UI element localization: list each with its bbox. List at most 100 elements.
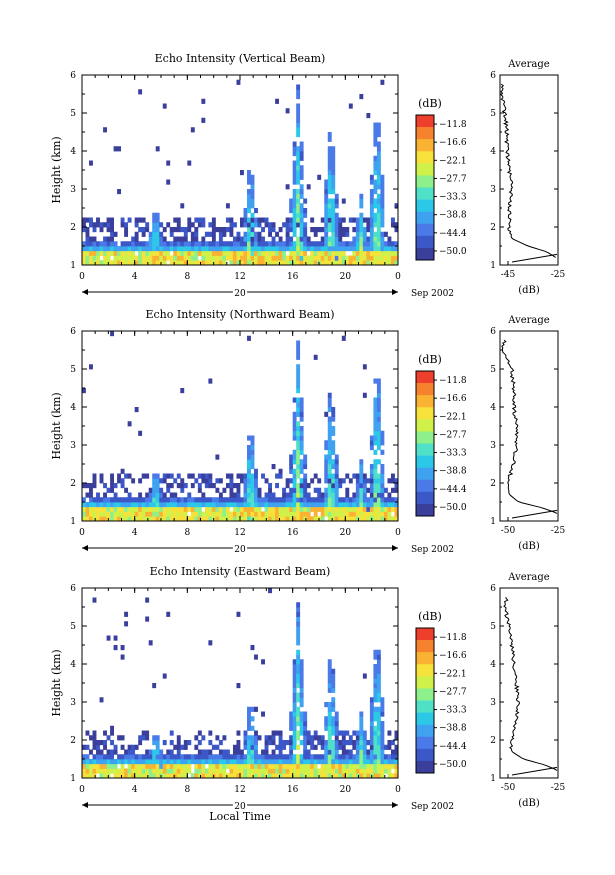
heatmap-cell xyxy=(331,740,336,746)
heatmap-cell xyxy=(380,768,385,774)
heatmap-cell xyxy=(96,502,100,508)
heatmap-cell xyxy=(155,511,160,517)
heatmap-cell xyxy=(383,255,388,261)
heatmap-cell xyxy=(373,416,378,422)
heatmap-cell xyxy=(285,227,290,233)
heatmap-cell xyxy=(176,763,181,769)
heatmap-cell xyxy=(380,241,385,247)
heatmap-cell xyxy=(324,506,329,512)
heatmap-cell xyxy=(359,735,364,741)
heatmap-cell xyxy=(376,659,381,665)
heatmap-cell xyxy=(292,678,297,684)
heatmap-cell xyxy=(110,483,114,489)
heatmap-cell xyxy=(82,502,86,508)
average-title: Average xyxy=(507,315,550,326)
heatmap-cell xyxy=(376,198,381,204)
heatmap-cell xyxy=(211,236,216,242)
heatmap-cell xyxy=(394,478,399,484)
heatmap-cell xyxy=(359,716,364,722)
heatmap-cell xyxy=(127,497,132,503)
panel-title: Echo Intensity (Eastward Beam) xyxy=(150,565,331,578)
heatmap-cell xyxy=(376,260,381,266)
heatmap-cell xyxy=(257,236,262,242)
heatmap-cell xyxy=(254,497,258,503)
heatmap-cell xyxy=(247,511,251,517)
heatmap-cell xyxy=(380,231,385,237)
heatmap-cell xyxy=(331,203,336,209)
heatmap-cell xyxy=(317,740,322,746)
heatmap-cell xyxy=(296,113,301,119)
heatmap-cell xyxy=(324,203,329,209)
heatmap-cell xyxy=(366,227,371,233)
heatmap-cell xyxy=(215,516,220,522)
heatmap-cell xyxy=(211,250,216,256)
heatmap-cell xyxy=(331,502,336,508)
heatmap-cell xyxy=(296,697,301,703)
heatmap-cell xyxy=(352,227,357,233)
heatmap-cell xyxy=(355,749,360,755)
heatmap-cell xyxy=(306,730,311,736)
heatmap-cell xyxy=(268,740,272,746)
heatmap-cell xyxy=(120,511,125,517)
heatmap-cell xyxy=(194,511,199,517)
heatmap-cell xyxy=(383,246,388,252)
colorbar-tick-label: −38.8 xyxy=(439,211,467,221)
heatmap-cell xyxy=(131,506,136,512)
heatmap-cell xyxy=(320,735,325,741)
heatmap-cell xyxy=(292,673,297,679)
heatmap-cell xyxy=(127,246,132,252)
heatmap-cell xyxy=(292,483,297,489)
heatmap-cell xyxy=(257,506,262,512)
heatmap-cell xyxy=(268,227,272,233)
heatmap-cell xyxy=(373,430,378,436)
heatmap-cell xyxy=(162,103,167,109)
heatmap-cell xyxy=(110,478,114,484)
heatmap-cell xyxy=(380,754,385,760)
heatmap-cell xyxy=(187,763,192,769)
heatmap-cell xyxy=(373,478,378,484)
heatmap-cell xyxy=(341,260,346,266)
heatmap-cell xyxy=(89,763,93,769)
heatmap-cell xyxy=(89,260,93,266)
heatmap-cell xyxy=(359,203,364,209)
heatmap-cell xyxy=(338,744,343,750)
heatmap-cell xyxy=(306,754,311,760)
heatmap-cell xyxy=(124,502,129,508)
heatmap-cell xyxy=(194,516,199,522)
heatmap-cell xyxy=(254,231,258,237)
heatmap-cell xyxy=(222,487,227,493)
heatmap-cell xyxy=(201,217,206,223)
heatmap-cell xyxy=(324,464,329,470)
heatmap-cell xyxy=(394,759,399,765)
heatmap-cell xyxy=(359,502,364,508)
heatmap-cell xyxy=(289,464,294,470)
heatmap-cell xyxy=(341,497,346,503)
heatmap-cell xyxy=(250,203,255,209)
heatmap-cell xyxy=(254,241,258,247)
heatmap-cell xyxy=(334,198,339,204)
heatmap-cell xyxy=(247,468,251,474)
heatmap-cell xyxy=(201,117,206,123)
heatmap-cell xyxy=(355,231,360,237)
heatmap-cell xyxy=(183,236,188,242)
colorbar-swatch xyxy=(416,479,434,493)
day-span-arrow-left xyxy=(82,289,88,295)
heatmap-cell xyxy=(275,473,280,479)
heatmap-cell xyxy=(331,407,336,413)
heatmap-cell xyxy=(303,255,308,261)
heatmap-cell xyxy=(215,487,220,493)
heatmap-cell xyxy=(229,763,234,769)
heatmap-cell xyxy=(99,773,104,779)
heatmap-cell xyxy=(289,716,294,722)
heatmap-cell xyxy=(247,198,251,204)
heatmap-cell xyxy=(180,516,185,522)
heatmap-cell xyxy=(299,222,304,228)
heatmap-cell xyxy=(204,260,209,266)
heatmap-cell xyxy=(334,773,339,779)
heatmap-cell xyxy=(173,773,178,779)
heatmap-cell xyxy=(331,464,336,470)
heatmap-cell xyxy=(243,511,248,517)
heatmap-cell xyxy=(124,222,129,228)
heatmap-cell xyxy=(89,487,93,493)
heatmap-cell xyxy=(124,473,129,479)
